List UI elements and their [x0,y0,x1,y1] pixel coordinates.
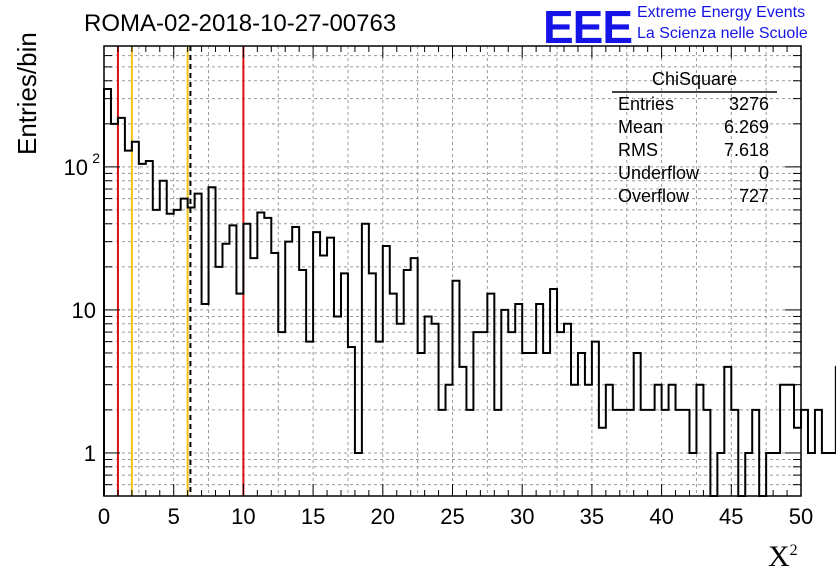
x-tick-label: 5 [168,504,180,529]
x-tick-label: 20 [371,504,395,529]
stats-label: Overflow [618,186,690,206]
x-tick-label: 45 [719,504,743,529]
histogram-series [103,88,836,497]
stats-label: RMS [618,140,658,160]
x-axis-label: X2 [768,540,798,574]
stats-value: 727 [739,186,769,206]
x-axis-label-text: X [768,540,790,573]
x-tick-label: 25 [440,504,464,529]
stats-value: 7.618 [724,140,769,160]
stats-label: Entries [618,94,674,114]
stats-value: 0 [759,163,769,183]
x-tick-label: 35 [580,504,604,529]
x-tick-label: 15 [301,504,325,529]
x-tick-label: 0 [98,504,110,529]
chart-title: ROMA-02-2018-10-27-00763 [84,10,397,37]
x-tick-label: 50 [789,504,813,529]
x-axis-label-superscript: 2 [789,542,798,559]
y-tick-label: 10 [72,298,96,323]
logo-line-2: La Scienza nelle Scuole [637,25,808,42]
y-tick-label: 10 [64,155,88,180]
y-tick-label-exponent: 2 [92,150,100,166]
x-tick-label: 30 [510,504,534,529]
stats-value: 6.269 [724,117,769,137]
stats-label: Mean [618,117,663,137]
stats-label: Underflow [618,163,700,183]
y-tick-label: 1 [84,441,96,466]
stats-value: 3276 [729,94,769,114]
stats-title: ChiSquare [652,69,737,89]
x-tick-label: 10 [231,504,255,529]
x-tick-label: 40 [649,504,673,529]
logo-line-1: Extreme Energy Events [637,4,806,21]
eee-logo: EEE [543,1,633,53]
